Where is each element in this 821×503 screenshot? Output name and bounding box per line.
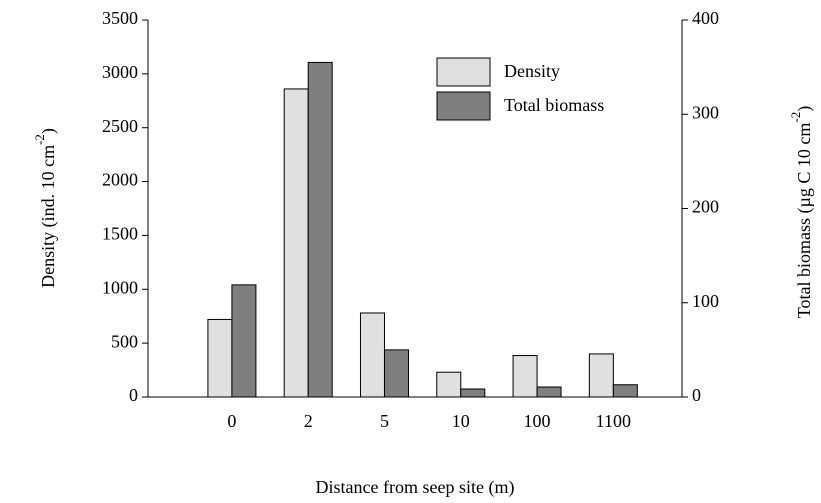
bar (231, 284, 257, 398)
bar (460, 388, 486, 398)
y-axis-label: Density (ind. 10 cm-2) (32, 128, 59, 288)
bar (207, 318, 233, 398)
y-tick-label: 1500 (102, 224, 138, 244)
y2-tick-label: 300 (692, 102, 719, 122)
bar (536, 386, 562, 398)
y2-axis-label-end: ) (794, 106, 815, 112)
bar (359, 312, 385, 398)
y2-tick-label: 200 (692, 197, 719, 217)
y-tick-label: 1000 (102, 277, 138, 297)
y-tick-label: 500 (111, 331, 138, 351)
y2-axis-label-sup: -2 (788, 112, 803, 123)
y-axis-label-end: ) (38, 128, 59, 134)
x-tick-label: 1100 (596, 411, 631, 431)
x-axis-label: Distance from seep site (m) (316, 477, 515, 498)
y2-axis-label: Total biomass (µg C 10 cm-2) (788, 106, 815, 318)
y-tick-label: 3500 (102, 8, 138, 28)
bar (436, 371, 462, 398)
y-tick-label: 2500 (102, 116, 138, 136)
y2-axis-label-text: Total biomass (µg C 10 cm (794, 123, 815, 319)
legend-label: Density (504, 61, 560, 81)
y2-tick-label: 400 (692, 8, 719, 28)
x-tick-label: 2 (304, 411, 313, 431)
legend-swatch (436, 57, 491, 87)
y-tick-label: 3000 (102, 62, 138, 82)
y2-tick-label: 0 (692, 385, 701, 405)
bar (307, 61, 333, 398)
y-axis-label-text: Density (ind. 10 cm (38, 145, 59, 288)
y-tick-label: 2000 (102, 170, 138, 190)
legend-swatch (436, 91, 491, 121)
bar (612, 384, 638, 398)
bar (512, 355, 538, 398)
y2-tick-label: 100 (692, 291, 719, 311)
bar (588, 353, 614, 398)
y-axis-label-sup: -2 (32, 134, 47, 145)
bar (383, 349, 409, 398)
x-tick-label: 100 (524, 411, 551, 431)
x-tick-label: 5 (380, 411, 389, 431)
bar (283, 88, 309, 398)
y-tick-label: 0 (129, 385, 138, 405)
x-tick-label: 0 (227, 411, 236, 431)
legend-label: Total biomass (504, 95, 604, 115)
x-tick-label: 10 (452, 411, 470, 431)
